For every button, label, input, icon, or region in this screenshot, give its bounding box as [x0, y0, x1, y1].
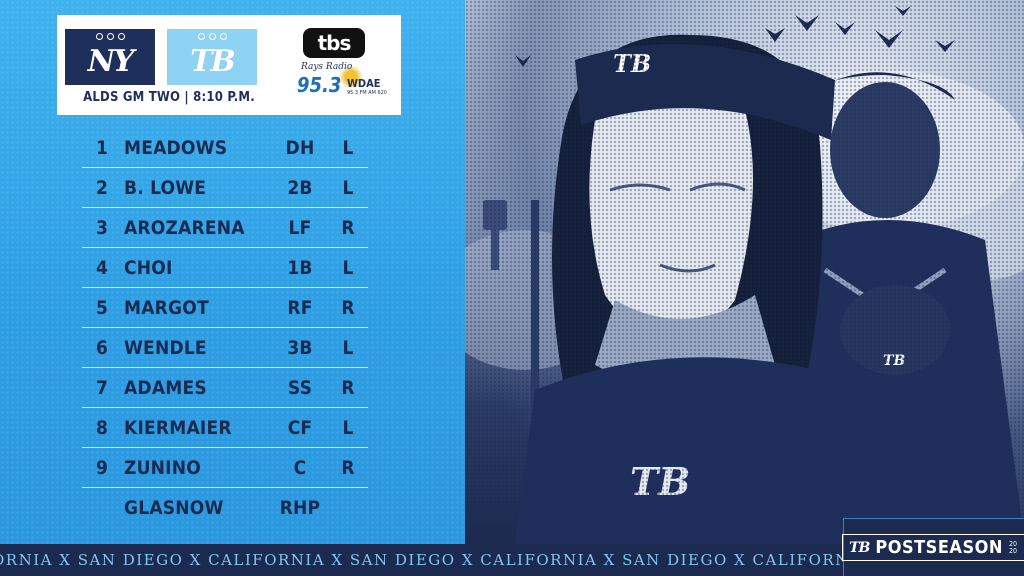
batting-order: 9 [95, 456, 109, 479]
postseason-badge-text: POSTSEASON [875, 537, 1003, 558]
player-position: C [293, 456, 307, 479]
player-position: RF [287, 296, 313, 319]
lineup-row: 6 WENDLE 3B L [82, 328, 368, 368]
birds-icon [515, 6, 955, 67]
rays-logo-text: TB [190, 43, 236, 79]
location-ticker: ORNIA X SAN DIEGO X CALIFORNIA X SAN DIE… [0, 551, 852, 569]
player-bats: R [341, 296, 355, 319]
lineup-row: 7 ADAMES SS R [82, 368, 368, 408]
lamp-post-icon [483, 200, 539, 544]
player-name: ZUNINO [124, 456, 201, 479]
lineup-row: 2 B. LOWE 2B L [82, 168, 368, 208]
logo-dots [65, 33, 155, 40]
batting-order: 3 [95, 216, 109, 239]
radio-call-sign: WDAE [347, 77, 381, 90]
radio-name: Rays Radio [301, 62, 353, 72]
yankees-logo: NY [65, 29, 155, 85]
batting-order: 7 [95, 376, 109, 399]
logo-dots [167, 33, 257, 40]
player-position: 3B [287, 336, 313, 359]
player-bats: L [342, 256, 354, 279]
lineup-row: 1 MEADOWS DH L [82, 128, 368, 168]
player-name: MEADOWS [124, 136, 228, 159]
batting-order: 5 [95, 296, 109, 319]
lineup-row: GLASNOW RHP [82, 488, 368, 528]
matchup-card: NY TB ALDS GM TWO | 8:10 P.M. tbs Rays R… [57, 15, 401, 115]
batting-order: 4 [95, 256, 109, 279]
headband-logo: TB [613, 49, 651, 78]
player-bats: R [341, 216, 355, 239]
player-name: CHOI [124, 256, 173, 279]
player-illustration: TB TB TB [465, 6, 1024, 544]
player-position: SS [287, 376, 313, 399]
player-position: 1B [287, 256, 313, 279]
jersey-logo: TB [630, 459, 690, 504]
player-bats: L [342, 336, 354, 359]
player-photo: TB TB TB [465, 0, 1024, 544]
lineup-row: 9 ZUNINO C R [82, 448, 368, 488]
postseason-badge-year: 2020 [1008, 539, 1017, 555]
player-position: 2B [287, 176, 313, 199]
lineup-row: 8 KIERMAIER CF L [82, 408, 368, 448]
player-position: RHP [279, 497, 321, 519]
player-name: GLASNOW [124, 497, 224, 519]
batting-order: 2 [95, 176, 109, 199]
player-name: WENDLE [124, 336, 207, 359]
rays-logo: TB [167, 29, 257, 85]
player-name: ADAMES [124, 376, 207, 399]
lineup-table: 1 MEADOWS DH L 2 B. LOWE 2B L 3 AROZARENA LF R 4 CHOI… [82, 128, 368, 528]
lineup-row: 3 AROZARENA LF R [82, 208, 368, 248]
postseason-badge-logo: TB [849, 539, 870, 556]
player-bats: L [342, 136, 354, 159]
player-bats: R [341, 376, 355, 399]
radio-sunburst-icon [339, 65, 363, 89]
player-position: CF [287, 416, 313, 439]
player-bats: L [342, 176, 354, 199]
radio-frequency: 95.3 [297, 73, 342, 97]
tbs-logo: tbs [303, 28, 365, 58]
postseason-badge: TB POSTSEASON 2020 [842, 518, 1024, 576]
radio-subtitle: 95.3 FM AM 620 [347, 90, 387, 96]
player-position: DH [285, 136, 315, 159]
player-name: KIERMAIER [124, 416, 232, 439]
player-name: AROZARENA [124, 216, 245, 239]
player-bats: L [342, 416, 354, 439]
player-position: LF [288, 216, 312, 239]
batting-order: 1 [95, 136, 109, 159]
player-name: B. LOWE [124, 176, 207, 199]
player-bats: R [341, 456, 355, 479]
second-cap-logo: TB [883, 353, 905, 369]
lineup-row: 4 CHOI 1B L [82, 248, 368, 288]
postseason-badge-frame: TB POSTSEASON 2020 [842, 534, 1024, 561]
batting-order: 6 [95, 336, 109, 359]
player-name: MARGOT [124, 296, 209, 319]
game-label: ALDS GM TWO | 8:10 P.M. [83, 90, 255, 105]
batting-order: 8 [95, 416, 109, 439]
lineup-row: 5 MARGOT RF R [82, 288, 368, 328]
yankees-logo-text: NY [87, 43, 135, 79]
